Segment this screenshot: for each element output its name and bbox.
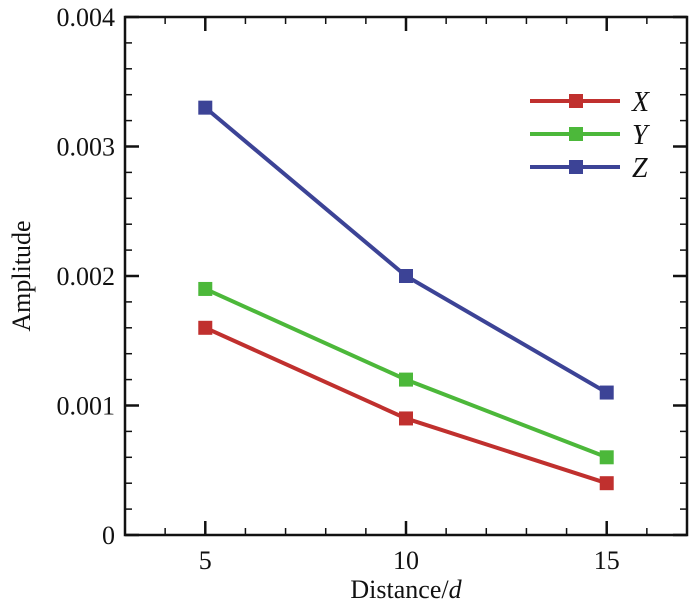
data-point xyxy=(198,281,213,296)
series-line xyxy=(204,325,608,486)
axes: 5 10 15 0 0.001 0.002 0.003 0.004 xyxy=(57,3,689,575)
legend-label: Z xyxy=(632,153,648,184)
data-point xyxy=(599,385,614,400)
data-point xyxy=(198,320,213,335)
legend-marker xyxy=(569,127,583,141)
series-group xyxy=(198,100,614,491)
x-axis-label-main: Distance/ xyxy=(350,575,449,604)
y-tick-label: 0.003 xyxy=(57,133,116,162)
legend-label: X xyxy=(631,87,650,118)
data-point xyxy=(599,450,614,465)
series-x xyxy=(198,320,614,491)
data-point xyxy=(399,269,413,283)
data-point xyxy=(399,411,413,426)
series-y xyxy=(198,281,614,465)
legend-item-x: X xyxy=(530,87,650,118)
x-tick-label: 5 xyxy=(199,546,212,575)
series-line xyxy=(204,106,608,395)
y-tick-label: 0.001 xyxy=(57,392,116,421)
series-z xyxy=(198,100,614,400)
legend-item-y: Y xyxy=(530,120,651,151)
legend-item-z: Z xyxy=(530,153,648,184)
data-point xyxy=(198,100,213,115)
legend: XYZ xyxy=(530,87,651,184)
y-axis-label: Amplitude xyxy=(7,220,36,331)
x-axis-label-var: d xyxy=(449,575,463,604)
x-axis-label: Distance/d xyxy=(350,575,462,604)
legend-label: Y xyxy=(632,120,651,151)
data-point xyxy=(599,476,614,491)
y-tick-label: 0.002 xyxy=(57,262,116,291)
y-tick-label: 0 xyxy=(102,521,115,550)
x-tick-label: 15 xyxy=(594,546,620,575)
data-point xyxy=(399,372,413,387)
legend-marker xyxy=(569,160,583,174)
x-tick-label: 10 xyxy=(393,546,419,575)
legend-marker xyxy=(569,94,583,108)
y-tick-label: 0.004 xyxy=(57,3,116,32)
